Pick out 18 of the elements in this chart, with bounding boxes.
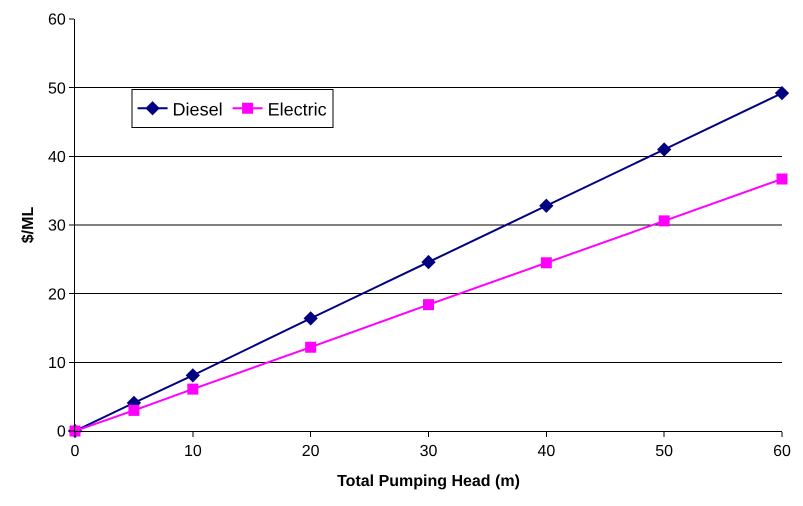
y-tick-label: 30 xyxy=(48,218,66,235)
y-tick-label: 0 xyxy=(56,424,66,441)
legend-label: Electric xyxy=(268,99,327,120)
y-tick-label: 60 xyxy=(48,12,66,29)
x-tick-label: 50 xyxy=(655,443,674,460)
y-tick-label: 20 xyxy=(48,286,66,304)
x-axis-title: Total Pumping Head (m) xyxy=(337,472,520,490)
x-tick-label: 30 xyxy=(420,443,438,460)
y-tick-label: 40 xyxy=(48,148,66,166)
x-tick-label: 0 xyxy=(70,443,80,460)
y-axis-title: $/ML xyxy=(20,206,37,244)
x-tick-label: 20 xyxy=(302,443,320,460)
y-tick-label: 50 xyxy=(48,80,66,98)
x-tick-label: 10 xyxy=(184,443,202,460)
x-tick-label: 60 xyxy=(773,443,791,460)
legend-label: Diesel xyxy=(172,99,223,120)
y-tick-label: 10 xyxy=(48,354,66,372)
x-tick-label: 40 xyxy=(537,443,556,460)
